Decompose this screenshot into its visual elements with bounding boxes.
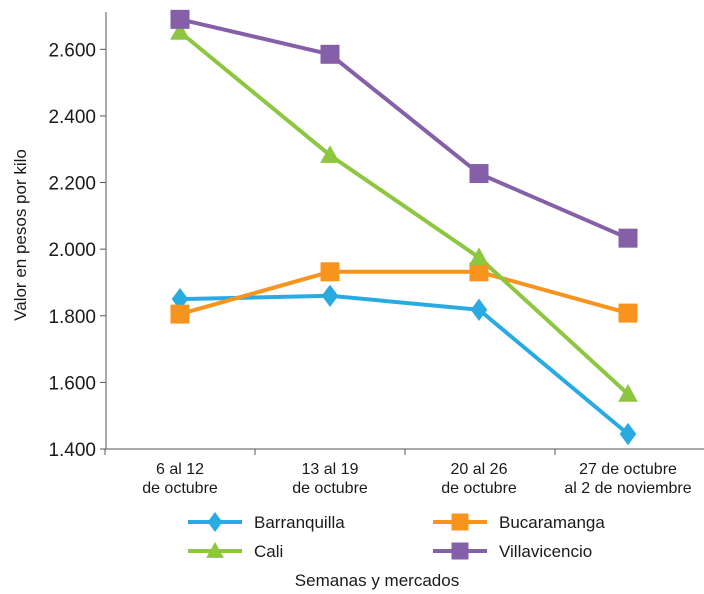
data-point-barranquilla bbox=[321, 284, 339, 307]
data-point-barranquilla bbox=[470, 298, 488, 321]
y-tick-label: 2.200 bbox=[48, 174, 96, 195]
series-lines bbox=[178, 17, 630, 436]
y-tick-label: 2.400 bbox=[48, 107, 96, 128]
data-point-villavicencio bbox=[320, 44, 340, 64]
legend-marker-villavicencio bbox=[451, 542, 469, 560]
data-point-cali bbox=[170, 21, 190, 40]
series-markers bbox=[170, 9, 638, 446]
legend-item-barranquilla: Barranquilla bbox=[188, 511, 345, 533]
legend-item-bucaramanga: Bucaramanga bbox=[433, 513, 605, 532]
legend-marker-barranquilla bbox=[207, 511, 223, 533]
y-tick-label: 2.000 bbox=[48, 240, 96, 261]
data-point-villavicencio bbox=[618, 228, 638, 248]
data-point-bucaramanga bbox=[618, 303, 638, 323]
legend-item-cali: Cali bbox=[188, 541, 283, 561]
legend-label: Cali bbox=[254, 542, 283, 561]
legend: Barranquilla Bucaramanga Cali Villavicencio bbox=[188, 511, 605, 561]
x-axis-ticks: 6 al 12 de octubre 13 al 19 de octubre 20 al… bbox=[104, 449, 692, 497]
legend-label: Villavicencio bbox=[499, 542, 592, 561]
y-tick-label: 1.600 bbox=[48, 373, 96, 394]
legend-marker-bucaramanga bbox=[451, 513, 469, 531]
y-tick-label: 1.800 bbox=[48, 307, 96, 328]
data-point-villavicencio bbox=[469, 164, 489, 184]
data-point-villavicencio bbox=[170, 9, 190, 29]
y-tick-label: 1.400 bbox=[48, 440, 96, 461]
x-tick-label: 13 al 19 de octubre bbox=[292, 461, 368, 497]
legend-label: Bucaramanga bbox=[499, 513, 605, 532]
series-line-cali bbox=[178, 30, 630, 396]
x-tick-label: 6 al 12 de octubre bbox=[142, 461, 218, 497]
x-tick-label: 27 de octubre al 2 de noviembre bbox=[564, 461, 691, 497]
y-tick-label: 2.600 bbox=[48, 40, 96, 61]
legend-marker-cali bbox=[206, 541, 224, 558]
series-line-bucaramanga bbox=[179, 269, 629, 317]
legend-item-villavicencio: Villavicencio bbox=[433, 542, 592, 561]
data-point-cali bbox=[618, 384, 638, 402]
series-line-villavicencio bbox=[179, 17, 629, 240]
series-line-barranquilla bbox=[179, 293, 630, 436]
x-tick-label: 20 al 26 de octubre bbox=[441, 461, 517, 497]
x-axis-title: Semanas y mercados bbox=[295, 571, 459, 590]
y-axis-ticks: 1.400 1.600 1.800 2.000 2.200 2.400 2.600 bbox=[48, 40, 106, 461]
data-point-cali bbox=[320, 145, 340, 163]
data-point-bucaramanga bbox=[320, 262, 340, 282]
legend-label: Barranquilla bbox=[254, 513, 345, 532]
data-point-bucaramanga bbox=[170, 304, 190, 324]
data-point-cali bbox=[469, 247, 489, 266]
data-point-bucaramanga bbox=[469, 262, 489, 282]
y-axis-title: Valor en pesos por kilo bbox=[11, 149, 30, 321]
data-point-barranquilla bbox=[619, 422, 637, 446]
